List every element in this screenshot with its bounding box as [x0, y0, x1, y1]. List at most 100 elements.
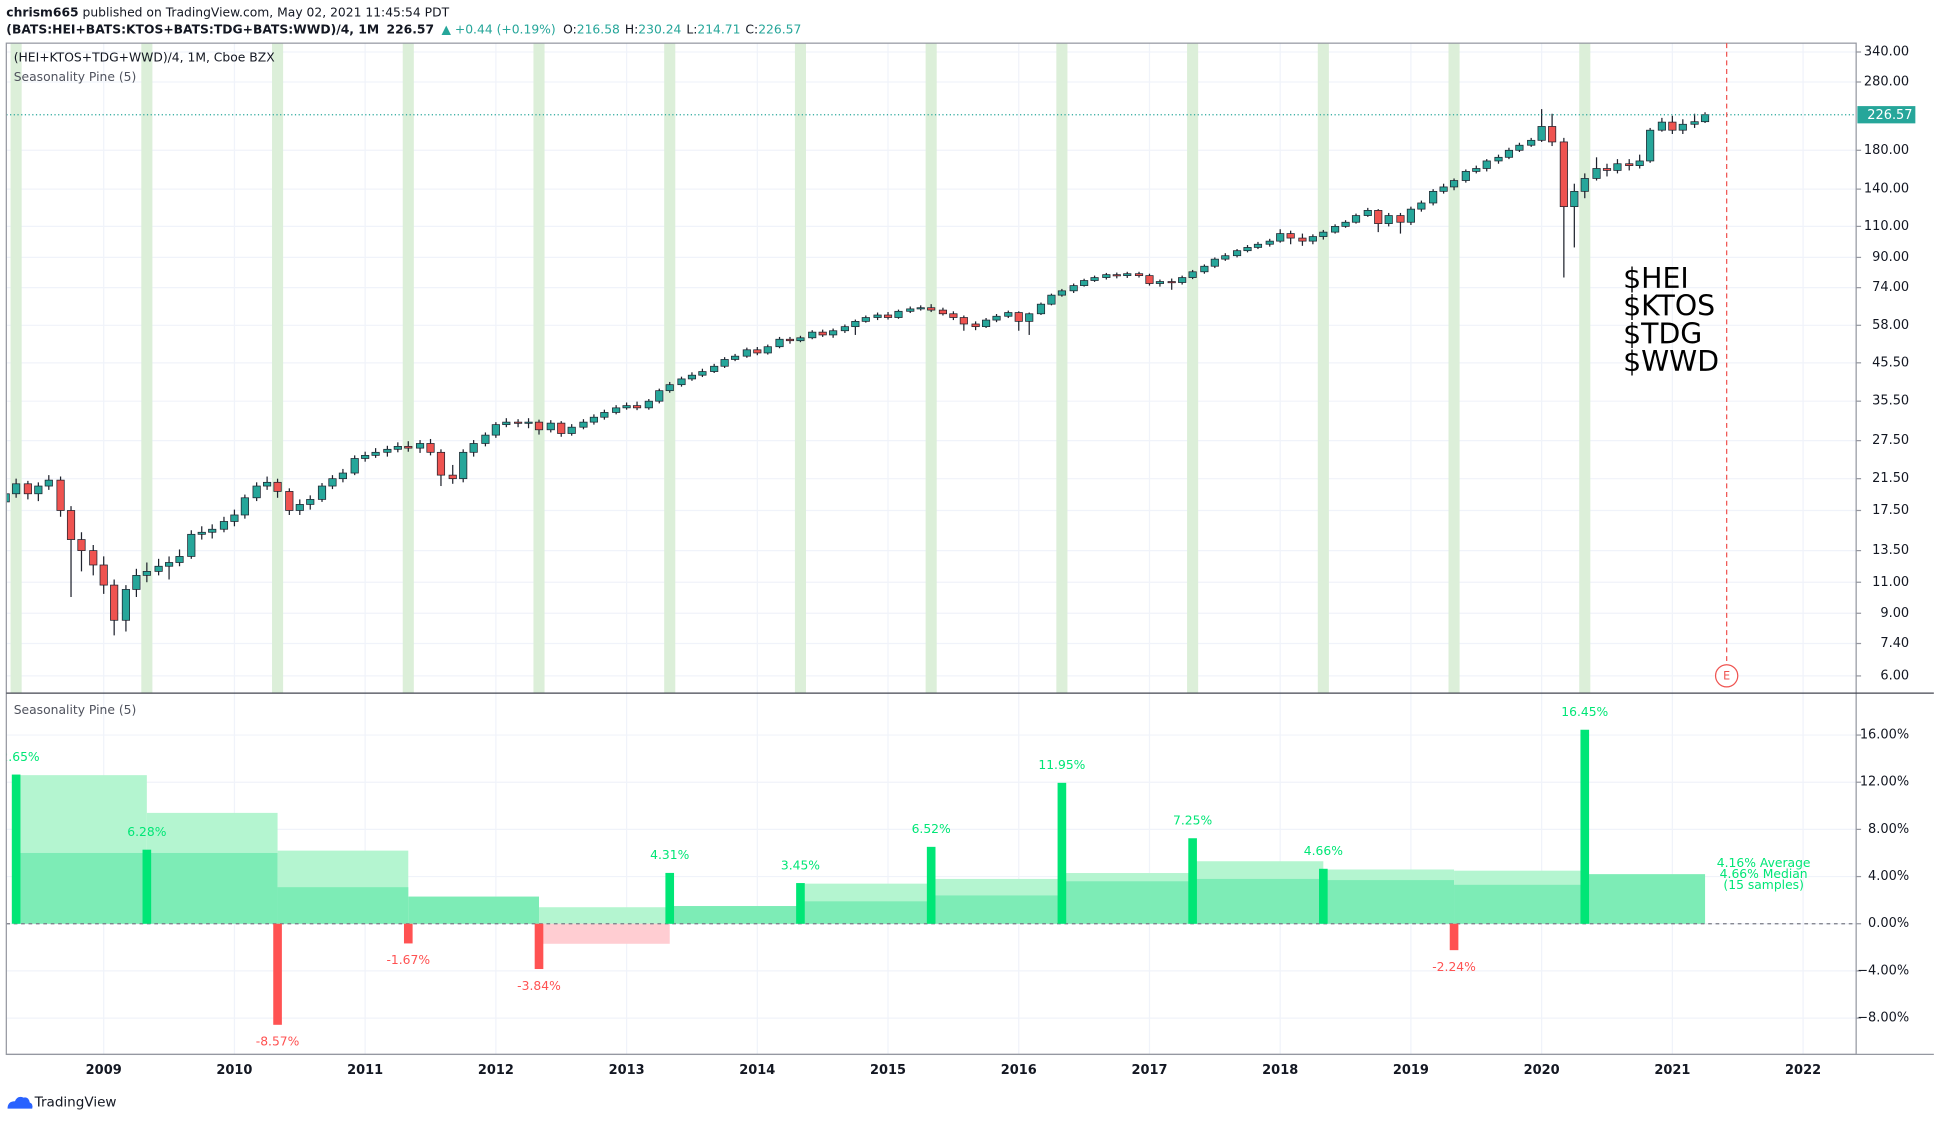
annotation: $HEI	[1623, 262, 1689, 295]
y-tick-label: 45.50	[1872, 355, 1909, 370]
candle-body	[1351, 215, 1361, 223]
candle-body	[415, 443, 425, 449]
candle-body	[1580, 178, 1589, 192]
candle-body	[154, 565, 163, 572]
candle-body	[612, 407, 621, 413]
candle-body	[796, 337, 805, 342]
candle-body	[840, 326, 849, 332]
y-tick-label: 9.00	[1880, 606, 1909, 621]
candle-body	[971, 323, 980, 328]
x-tick-label: 2015	[870, 1063, 906, 1078]
candle-body	[1145, 275, 1154, 284]
candle-body	[1472, 168, 1481, 172]
candle-body	[818, 331, 827, 336]
candle-body	[710, 365, 719, 372]
x-tick-label: 2017	[1131, 1063, 1167, 1078]
candle-body	[1482, 160, 1491, 169]
median-area	[146, 852, 278, 924]
candle-body	[1253, 243, 1263, 248]
stats-label: (15 samples)	[1723, 878, 1803, 892]
x-tick-label: 2010	[216, 1063, 252, 1078]
candle-body	[1004, 312, 1013, 317]
candle-body	[992, 315, 1001, 321]
bar-label: 16.45%	[1561, 705, 1608, 719]
y-tick-label: 7.40	[1880, 636, 1909, 651]
candle-body	[1646, 129, 1655, 162]
ohlc-value: 226.57	[758, 22, 801, 36]
candle-body	[197, 531, 206, 535]
candle-body	[1069, 285, 1078, 292]
published: published on TradingView.com, May 02, 20…	[79, 5, 450, 19]
candle-body	[1570, 190, 1579, 208]
x-tick-label: 2009	[86, 1063, 122, 1078]
candle-body	[1210, 258, 1219, 267]
candle-body	[655, 390, 664, 402]
candle-body	[894, 310, 903, 318]
bar-label: -1.67%	[386, 953, 430, 967]
median-area	[1192, 878, 1324, 924]
candle-body	[742, 349, 751, 357]
season-band	[533, 43, 545, 694]
candle-body	[34, 485, 43, 495]
candle-body	[1047, 294, 1056, 305]
candle-body	[481, 434, 490, 444]
candle-body	[808, 331, 817, 339]
candle-body	[1439, 186, 1448, 192]
candle-body	[1429, 190, 1438, 204]
candle-body	[350, 458, 359, 474]
season-band	[1317, 43, 1329, 694]
candle-body	[1221, 255, 1230, 260]
candle-body	[1548, 126, 1557, 143]
season-band	[664, 43, 676, 694]
candle-body	[110, 584, 119, 621]
bar-label: 4.31%	[650, 848, 689, 862]
candle-body	[1504, 149, 1514, 158]
candle-body	[698, 371, 707, 376]
candle-body	[785, 338, 795, 342]
candle-body	[1668, 121, 1677, 131]
header-line: chrism665 published on TradingView.com, …	[6, 5, 449, 19]
bar	[534, 923, 544, 970]
candle-body	[1331, 226, 1340, 233]
candle-body	[1308, 236, 1317, 242]
bar-label: 7.25%	[1173, 813, 1212, 827]
candle-body	[927, 307, 936, 311]
y-tick-label: 16.00%	[1860, 728, 1909, 743]
x-tick-label: 2013	[609, 1063, 645, 1078]
candle-body	[1090, 277, 1099, 281]
candle-body	[89, 550, 98, 566]
candle-body	[164, 562, 174, 567]
candle-body	[763, 346, 772, 354]
candle-body	[393, 445, 402, 450]
x-tick-label: 2016	[1001, 1063, 1037, 1078]
candle-body	[252, 485, 261, 499]
candle-body	[677, 378, 686, 386]
candle-body	[873, 314, 882, 318]
median-area	[1323, 880, 1455, 924]
season-band	[1187, 43, 1199, 694]
candle-body	[306, 499, 315, 505]
bar-label: 3.45%	[781, 858, 820, 872]
candle-body	[1112, 274, 1121, 277]
candle-body	[916, 307, 925, 310]
candle-body	[1635, 160, 1644, 166]
candle-body	[1276, 233, 1285, 242]
candle-body	[436, 451, 446, 476]
x-tick-label: 2022	[1785, 1063, 1821, 1078]
y-tick-label: 35.50	[1872, 394, 1909, 409]
price-pane	[6, 43, 1857, 694]
event-label: E	[1723, 669, 1730, 682]
stats-label: 4.16% Average	[1717, 856, 1811, 870]
candle-body	[77, 539, 86, 551]
axes: 2009 2010 2011 2012 2013 2014 2015 2016 2017 2018…	[86, 44, 1916, 1078]
ohlc-value: 230.24	[638, 22, 681, 36]
bar-label: 6.52%	[912, 822, 951, 836]
candle-body	[273, 481, 282, 492]
symbol-line: (BATS:HEI+BATS:KTOS+BATS:TDG+BATS:WWD)/4…	[6, 22, 801, 36]
candle-body	[404, 445, 413, 449]
bar	[665, 872, 675, 924]
annotation: $WWD	[1623, 345, 1719, 378]
candle-body	[1036, 303, 1046, 315]
season-band	[794, 43, 806, 694]
y-tick-label: 110.00	[1864, 219, 1909, 234]
